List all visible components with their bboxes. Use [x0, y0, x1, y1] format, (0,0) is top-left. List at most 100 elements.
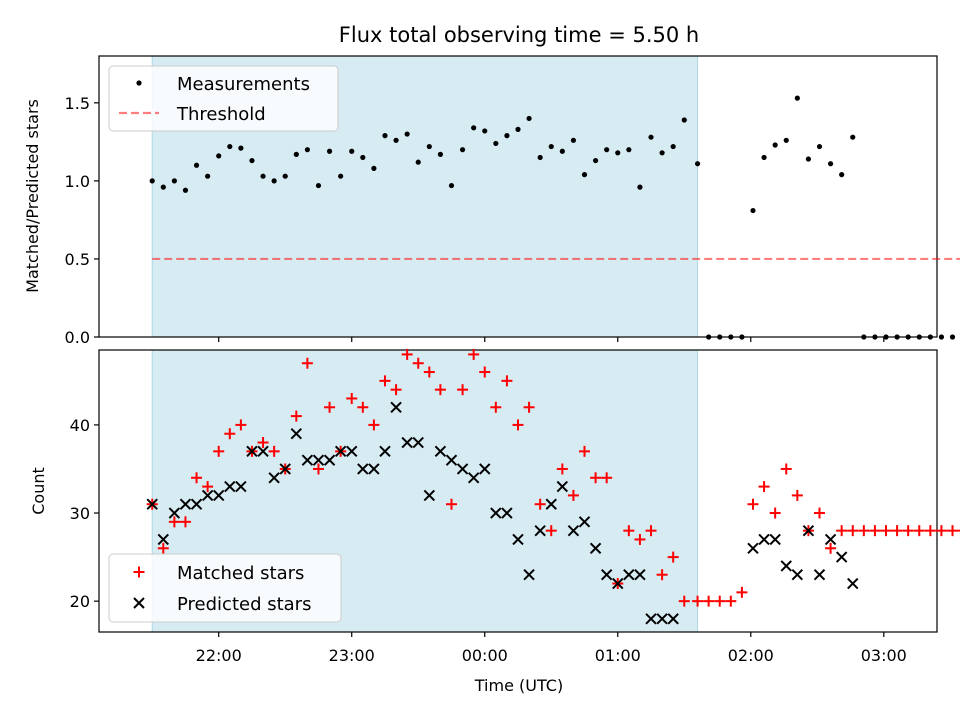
x-tick-label: 23:00 [329, 646, 375, 665]
measurement-point [293, 151, 299, 157]
predicted-star-point [623, 569, 635, 581]
top-panel: 0.0 0.5 1.0 1.5 Matched/Predicted stars Mea… [23, 55, 960, 347]
measurement-point [471, 125, 477, 131]
predicted-star-point [257, 445, 269, 458]
measurement-point [805, 156, 812, 162]
predicted-star-point [445, 454, 458, 466]
predicted-star-point [379, 445, 391, 458]
matched-star-point [747, 498, 759, 510]
matched-star-point [623, 525, 635, 537]
matched-star-point [935, 525, 947, 537]
measurement-point [581, 172, 588, 178]
predicted-star-point [235, 480, 247, 493]
matched-star-point [490, 401, 502, 413]
matched-star-point [780, 463, 792, 475]
measurement-point [592, 157, 599, 164]
predicted-star-point [368, 463, 380, 475]
measurement-point [905, 334, 911, 340]
measurement-point [728, 334, 734, 340]
measurement-point [304, 147, 310, 153]
bottom-y-axis-label: Count [29, 467, 48, 515]
measurement-point [706, 334, 712, 340]
measurement-point [216, 153, 222, 159]
matched-star-point [902, 525, 914, 537]
predicted-star-point [490, 507, 502, 519]
matched-star-point [235, 419, 247, 431]
matched-star-point [692, 595, 704, 607]
measurement-point [761, 154, 767, 161]
matched-star-point [634, 533, 646, 545]
y-tick-label: 40 [70, 416, 90, 435]
matched-star-point [534, 498, 546, 510]
matched-star-point [703, 595, 715, 607]
legend-matched-marker [133, 566, 145, 578]
predicted-star-point [645, 613, 657, 625]
top-plot-frame [98, 55, 938, 338]
predicted-star-point [769, 533, 781, 546]
matched-star-point [758, 481, 770, 493]
matched-star-point [858, 525, 870, 537]
y-tick-label: 0.5 [65, 250, 90, 269]
matched-star-point [836, 525, 848, 537]
matched-star-point [168, 516, 180, 528]
predicted-star-point [802, 524, 815, 537]
predicted-star-point [279, 463, 291, 475]
bottom-y-axis: 20 30 40 [70, 416, 99, 611]
matched-star-point [512, 419, 524, 431]
measurement-point [670, 143, 676, 150]
bottom-legend: Matched stars Predicted stars [108, 553, 342, 623]
predicted-star-point [290, 428, 303, 440]
predicted-star-point [390, 401, 402, 413]
matched-star-point [268, 445, 280, 457]
predicted-star-point [479, 463, 491, 475]
measurement-point [493, 140, 499, 147]
matched-star-point [368, 419, 380, 431]
measurement-point [783, 137, 789, 143]
matched-star-point [179, 516, 191, 528]
x-tick-label: 02:00 [728, 646, 774, 665]
measurement-point [694, 161, 701, 167]
predicted-star-point [334, 445, 347, 458]
measurement-point [315, 182, 322, 189]
top-y-axis: 0.0 0.5 1.0 1.5 [65, 94, 99, 347]
matched-star-point [791, 489, 803, 501]
predicted-star-point [501, 507, 513, 519]
measurement-point [238, 145, 244, 151]
measurement-point [205, 173, 211, 179]
bottom-legend-box [108, 553, 342, 623]
predicted-star-point [157, 533, 169, 546]
measurement-point [338, 173, 344, 179]
measurement-point [927, 334, 933, 340]
measurement-point [839, 172, 845, 178]
predicted-star-point [758, 533, 770, 546]
predicted-star-point [201, 489, 214, 502]
matched-star-point [656, 569, 668, 581]
predicted-star-point [589, 542, 602, 554]
measurement-point [626, 147, 632, 153]
measurement-point [526, 115, 532, 122]
matched-star-point [379, 375, 391, 387]
measurement-point [260, 173, 266, 179]
measurement-point [916, 334, 922, 340]
predicted-star-point [190, 498, 203, 510]
measurement-point [448, 182, 455, 189]
matched-star-point [725, 595, 737, 607]
measurement-point [415, 159, 421, 165]
predicted-star-point [847, 577, 859, 590]
matched-star-point [924, 525, 936, 537]
matched-star-point [667, 551, 679, 563]
matched-star-point [880, 525, 892, 537]
matched-star-point [814, 507, 826, 519]
measurement-point [861, 334, 867, 340]
matched-star-point [346, 392, 358, 404]
measurement-point [282, 173, 288, 179]
predicted-star-point [600, 569, 613, 581]
matched-star-point [501, 375, 513, 387]
matched-star-point [157, 542, 169, 554]
predicted-star-point [534, 524, 546, 537]
measurement-point [872, 334, 878, 340]
legend-predicted-marker [133, 597, 145, 609]
chart-title: Flux total observing time = 5.50 h [339, 23, 699, 47]
